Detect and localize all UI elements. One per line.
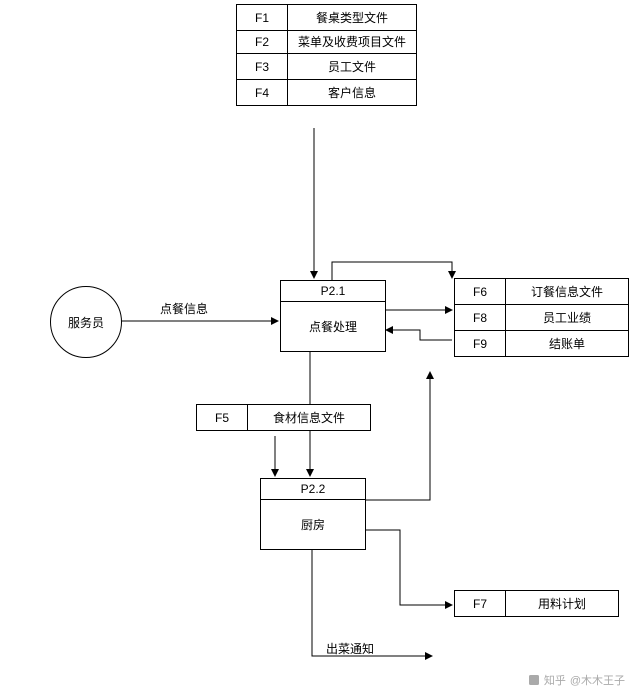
table-row: F2 菜单及收费项目文件 xyxy=(237,31,417,54)
file-table-top: F1 餐桌类型文件 F2 菜单及收费项目文件 F3 员工文件 F4 客户信息 xyxy=(236,4,417,106)
file-label: 用料计划 xyxy=(506,591,619,617)
file-code: F2 xyxy=(237,31,288,54)
process-p22: P2.2 厨房 xyxy=(260,478,366,550)
file-code: F7 xyxy=(455,591,506,617)
table-row: F3 员工文件 xyxy=(237,54,417,80)
file-label: 结账单 xyxy=(506,331,629,357)
process-head: P2.1 xyxy=(281,281,385,302)
zhihu-icon xyxy=(528,674,540,686)
file-label: 订餐信息文件 xyxy=(506,279,629,305)
file-label: 员工业绩 xyxy=(506,305,629,331)
table-row: F8 员工业绩 xyxy=(455,305,629,331)
file-table-f7: F7 用料计划 xyxy=(454,590,619,617)
file-code: F6 xyxy=(455,279,506,305)
file-code: F5 xyxy=(197,405,248,431)
process-head: P2.2 xyxy=(261,479,365,500)
table-row: F4 客户信息 xyxy=(237,80,417,106)
process-body: 点餐处理 xyxy=(281,302,385,351)
edge-label-dish-notice: 出菜通知 xyxy=(326,640,374,657)
table-row: F7 用料计划 xyxy=(455,591,619,617)
process-body: 厨房 xyxy=(261,500,365,549)
entity-label: 服务员 xyxy=(68,314,104,331)
file-code: F3 xyxy=(237,54,288,80)
table-row: F9 结账单 xyxy=(455,331,629,357)
file-table-f5: F5 食材信息文件 xyxy=(196,404,371,431)
watermark-site: 知乎 xyxy=(544,672,566,688)
diagram-canvas: F1 餐桌类型文件 F2 菜单及收费项目文件 F3 员工文件 F4 客户信息 P… xyxy=(0,0,631,692)
watermark-user: @木木王子 xyxy=(570,672,625,688)
file-code: F9 xyxy=(455,331,506,357)
process-p21: P2.1 点餐处理 xyxy=(280,280,386,352)
file-label: 员工文件 xyxy=(288,54,417,80)
file-label: 食材信息文件 xyxy=(248,405,371,431)
file-label: 餐桌类型文件 xyxy=(288,5,417,31)
file-code: F1 xyxy=(237,5,288,31)
entity-waiter: 服务员 xyxy=(50,286,122,358)
table-row: F1 餐桌类型文件 xyxy=(237,5,417,31)
table-row: F5 食材信息文件 xyxy=(197,405,371,431)
file-label: 客户信息 xyxy=(288,80,417,106)
file-code: F4 xyxy=(237,80,288,106)
watermark: 知乎 @木木王子 xyxy=(528,672,625,688)
file-code: F8 xyxy=(455,305,506,331)
table-row: F6 订餐信息文件 xyxy=(455,279,629,305)
file-table-right: F6 订餐信息文件 F8 员工业绩 F9 结账单 xyxy=(454,278,629,357)
edge-label-order-info: 点餐信息 xyxy=(160,300,208,317)
file-label: 菜单及收费项目文件 xyxy=(288,31,417,54)
